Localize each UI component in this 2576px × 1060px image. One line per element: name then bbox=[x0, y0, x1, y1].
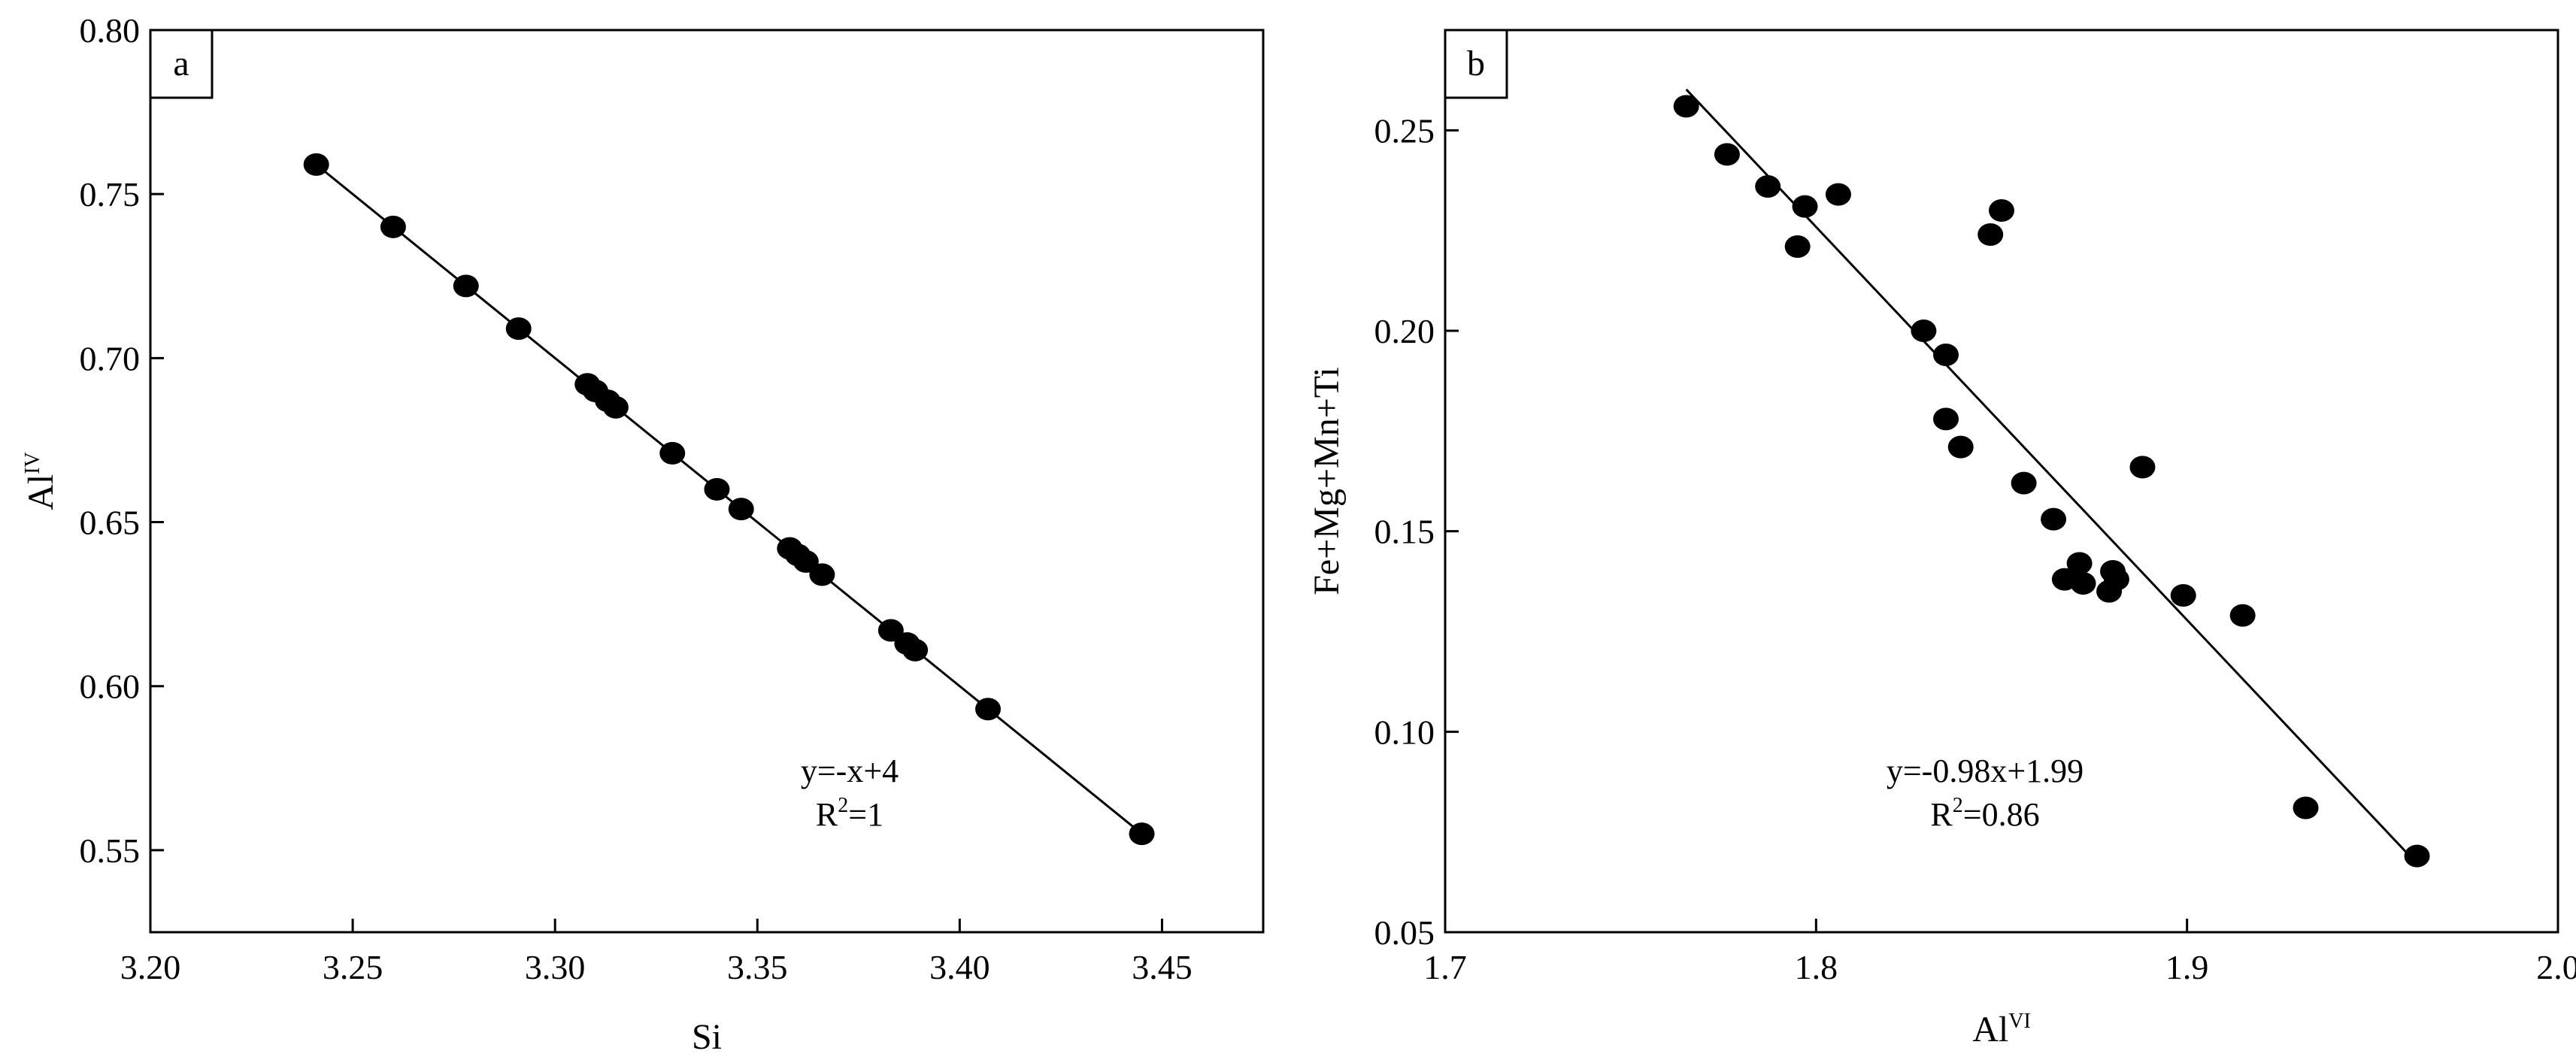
x-axis-title-b: AlVI bbox=[1972, 1010, 2031, 1049]
x-tick-label: 3.20 bbox=[120, 948, 181, 986]
r2-b-base: R bbox=[1930, 796, 1953, 833]
y-tick-label: 0.55 bbox=[80, 831, 141, 870]
x-tick-label: 2.0 bbox=[2536, 948, 2576, 986]
plot-frame-b bbox=[1444, 29, 2559, 934]
y-tick-label: 0.10 bbox=[1374, 713, 1435, 751]
equation-a: y=-x+4 bbox=[801, 753, 899, 789]
y-tick-label: 0.05 bbox=[1374, 913, 1435, 952]
x-ticks-b: 1.7 1.8 1.9 2.0 bbox=[1423, 919, 2576, 986]
data-point bbox=[505, 317, 532, 341]
data-point bbox=[2404, 844, 2430, 868]
y-tick-label: 0.25 bbox=[1374, 111, 1435, 150]
panel-a: a 3.20 3.25 3.30 3.35 3.40 3.45 0.550.600.650… bbox=[21, 11, 1265, 1057]
fit-line-a bbox=[315, 163, 1143, 835]
data-point bbox=[1933, 407, 1959, 431]
data-point bbox=[1792, 195, 1818, 218]
panel-b: b 1.7 1.8 1.9 2.0 0.05 0.10 0.15 0.20 0.25 AlVI… bbox=[1307, 29, 2576, 1049]
y-tick-label: 0.60 bbox=[80, 668, 141, 706]
data-point bbox=[2293, 796, 2319, 819]
data-point bbox=[902, 638, 929, 662]
data-point bbox=[975, 698, 1002, 721]
y-ticks-b: 0.05 0.10 0.15 0.20 0.25 bbox=[1374, 111, 1459, 952]
data-point bbox=[1911, 320, 1937, 342]
data-point bbox=[1989, 199, 2014, 222]
x-axis-title-a: Si bbox=[692, 1017, 722, 1057]
y-axis-title-b: Fe+Mg+Mn+Ti bbox=[1307, 367, 1347, 595]
r2-a-value: =1 bbox=[848, 796, 883, 833]
x-tick-label: 3.45 bbox=[1132, 948, 1193, 986]
r2-a-sup: 2 bbox=[838, 794, 848, 817]
data-point bbox=[659, 441, 686, 465]
data-point bbox=[1129, 822, 1155, 846]
x-tick-label: 1.9 bbox=[2165, 948, 2209, 986]
y-tick-label: 0.70 bbox=[80, 339, 141, 377]
y-ticks-a: 0.55 0.60 0.65 0.70 0.75 0.80 bbox=[80, 11, 164, 870]
data-point bbox=[728, 498, 754, 521]
y-axis-title-a-sup: IV bbox=[21, 452, 44, 474]
x-tick-label: 3.30 bbox=[525, 948, 586, 986]
x-tick-label: 3.40 bbox=[929, 948, 990, 986]
data-point bbox=[1947, 435, 1974, 459]
plot-frame-a bbox=[149, 29, 1265, 934]
y-tick-label: 0.15 bbox=[1374, 513, 1435, 551]
data-point bbox=[2070, 572, 2096, 595]
data-point bbox=[2041, 507, 2067, 531]
r2-a-base: R bbox=[816, 796, 838, 833]
data-point bbox=[2229, 604, 2256, 627]
data-point bbox=[1714, 143, 1740, 166]
points-a bbox=[303, 153, 1155, 846]
data-point bbox=[2170, 584, 2196, 607]
data-point bbox=[2011, 471, 2037, 495]
data-point bbox=[303, 153, 329, 176]
panel-label-b: b bbox=[1467, 44, 1485, 83]
y-axis-title-a: AlIV bbox=[21, 452, 61, 510]
data-point bbox=[704, 477, 730, 501]
y-axis-title-a-base: Al bbox=[21, 474, 61, 510]
data-point bbox=[602, 395, 629, 419]
y-tick-label: 0.80 bbox=[80, 11, 141, 50]
data-point bbox=[1977, 223, 2004, 246]
x-tick-label: 1.7 bbox=[1423, 948, 1467, 986]
data-point bbox=[1933, 344, 1959, 366]
x-tick-label: 1.8 bbox=[1795, 948, 1838, 986]
r2-b-sup: 2 bbox=[1953, 794, 1963, 817]
x-ticks-a: 3.20 3.25 3.30 3.35 3.40 3.45 bbox=[120, 919, 1193, 986]
data-point bbox=[1825, 183, 1851, 206]
data-point bbox=[792, 550, 819, 573]
y-tick-label: 0.75 bbox=[80, 175, 141, 214]
data-point bbox=[1755, 175, 1781, 198]
y-tick-label: 0.20 bbox=[1374, 312, 1435, 350]
x-tick-label: 3.25 bbox=[323, 948, 383, 986]
points-b bbox=[1673, 95, 2430, 868]
panel-label-a: a bbox=[173, 44, 189, 83]
equation-b: y=-0.98x+1.99 bbox=[1887, 753, 2084, 789]
r2-b-value: =0.86 bbox=[1963, 796, 2040, 833]
y-tick-label: 0.65 bbox=[80, 504, 141, 542]
x-axis-title-b-sup: VI bbox=[2008, 1010, 2031, 1033]
data-point bbox=[2096, 580, 2123, 603]
data-point bbox=[809, 563, 835, 586]
data-point bbox=[877, 619, 904, 642]
r2-a: R2=1 bbox=[816, 794, 883, 833]
data-point bbox=[453, 274, 479, 298]
data-point bbox=[380, 215, 406, 238]
fit-line-b bbox=[1685, 88, 2418, 865]
data-point bbox=[2129, 456, 2156, 479]
panel-label-box-a bbox=[149, 29, 214, 99]
r2-b: R2=0.86 bbox=[1930, 794, 2039, 833]
data-point bbox=[1784, 235, 1811, 258]
x-axis-title-b-base: Al bbox=[1972, 1010, 2008, 1049]
x-tick-label: 3.35 bbox=[727, 948, 788, 986]
panel-label-box-b bbox=[1444, 29, 1508, 99]
data-point bbox=[2066, 552, 2093, 575]
data-point bbox=[1673, 95, 1699, 118]
